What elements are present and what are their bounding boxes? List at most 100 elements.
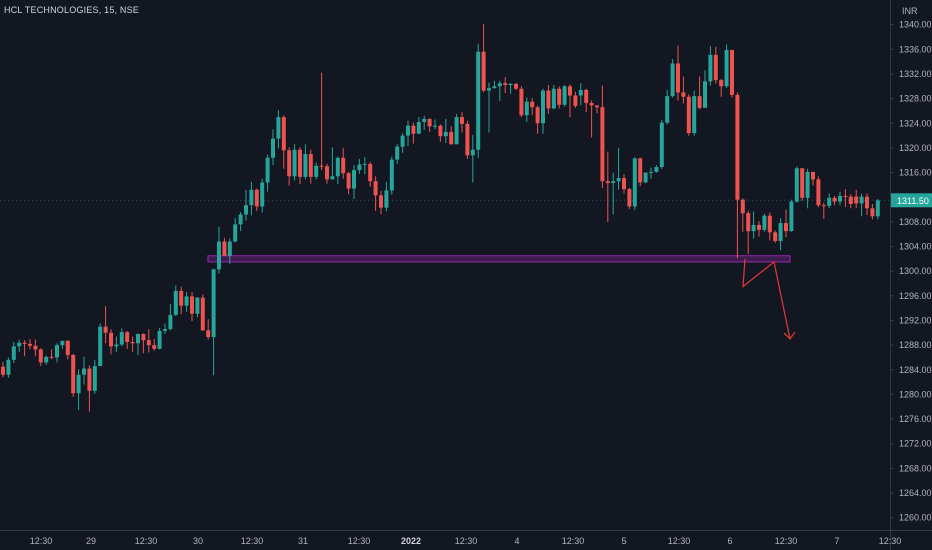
price-tick-label: 1336.00 [899, 44, 932, 54]
candle-body [227, 241, 232, 256]
candle [600, 85, 605, 188]
candle [190, 292, 194, 322]
price-axis[interactable]: 1260.00 1264.00 1268.00 1272.00 1276.00 1280.… [890, 20, 932, 523]
time-tick-label: 12:30 [668, 536, 691, 546]
candle [589, 100, 594, 138]
candle [632, 157, 637, 211]
candle-body [730, 49, 734, 95]
candle-body [49, 356, 54, 358]
candle-body [249, 189, 254, 206]
candle [541, 88, 545, 134]
price-tick-label: 1288.00 [899, 340, 932, 350]
last-price-box [891, 193, 932, 208]
candle [535, 105, 540, 134]
price-tick-label: 1284.00 [899, 365, 932, 375]
time-tick-label: 6 [727, 536, 732, 546]
candle [109, 329, 113, 355]
candle-body [17, 342, 22, 347]
candle [719, 78, 724, 97]
time-tick-label: 31 [298, 536, 308, 546]
candle-body [875, 200, 880, 217]
candle-body [838, 195, 842, 202]
candle-body [465, 123, 470, 156]
candle [157, 327, 162, 350]
candle-body [265, 157, 270, 183]
candle-body [832, 197, 837, 202]
candle-body [238, 214, 243, 225]
candle-body [6, 359, 11, 375]
candle-body [384, 190, 389, 208]
candle [60, 340, 65, 349]
time-tick-label: 12:30 [775, 536, 798, 546]
candle [562, 85, 567, 107]
price-tick-label: 1296.00 [899, 291, 932, 301]
time-tick-label: 7 [834, 536, 839, 546]
candle [843, 189, 848, 208]
candle-body [319, 165, 324, 167]
candle-body [271, 138, 275, 158]
candle [503, 77, 508, 94]
candle-body [643, 172, 648, 183]
candle [546, 85, 551, 115]
candle [1, 361, 5, 378]
price-tick-label: 1264.00 [899, 488, 932, 498]
candle [427, 118, 432, 132]
candle-body [395, 146, 400, 160]
candle-body [740, 199, 745, 214]
candle [557, 86, 562, 109]
time-tick-label: 12:30 [562, 536, 585, 546]
candle-body [530, 101, 535, 108]
candle-body [541, 90, 545, 124]
time-tick-label: 4 [514, 536, 519, 546]
candle-body [600, 107, 605, 182]
candle-body [438, 125, 443, 137]
time-tick-label: 2022 [401, 536, 421, 546]
candle [71, 353, 76, 397]
candle-body [254, 189, 259, 207]
candle-body [784, 223, 788, 232]
candle-body [281, 117, 286, 151]
candle [200, 294, 205, 331]
time-tick-label: 12:30 [30, 536, 53, 546]
candle [379, 191, 383, 215]
candle [800, 168, 805, 201]
candle [65, 340, 70, 360]
candle-body [773, 232, 778, 241]
candle-body [589, 102, 594, 106]
candle [460, 112, 464, 133]
candle [805, 168, 810, 209]
candle [449, 126, 454, 145]
candle [76, 369, 81, 410]
candle [605, 151, 610, 222]
candle [276, 110, 281, 149]
candle-body [578, 89, 583, 96]
candle [859, 193, 864, 217]
candle [778, 218, 783, 251]
candle [11, 342, 16, 363]
candle [492, 80, 497, 89]
candle-body [654, 167, 659, 172]
candle [92, 359, 97, 394]
candle-body [708, 54, 713, 82]
candle-body [217, 241, 221, 270]
candle-body [670, 63, 675, 97]
candle-body [125, 332, 130, 343]
candle-body [487, 88, 491, 91]
candle [643, 172, 648, 184]
time-axis[interactable]: 12:30 29 12:30 30 12:30 31 12:30 2022 12:30 4 12:3… [30, 536, 902, 546]
candle [346, 171, 351, 195]
candle-body [449, 131, 454, 145]
candle [141, 333, 146, 354]
candle-body [481, 51, 486, 91]
candle [6, 357, 11, 378]
candle [395, 144, 400, 164]
candle [38, 348, 43, 367]
candle-body [859, 196, 864, 204]
candle [454, 114, 459, 145]
candle-body [767, 215, 772, 233]
candle-body [87, 368, 92, 391]
candle [713, 46, 718, 84]
candle-body [535, 107, 540, 124]
candle-body [794, 168, 799, 202]
